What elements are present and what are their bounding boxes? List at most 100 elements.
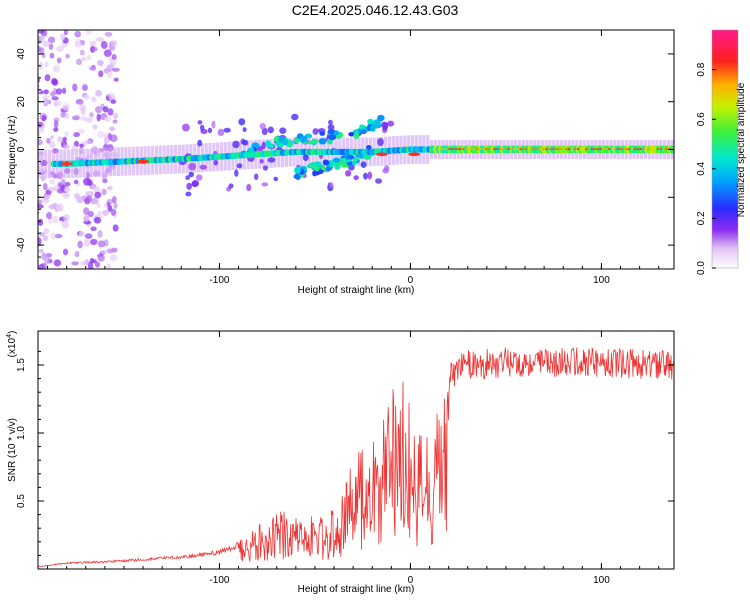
heatmap-peak-cell <box>599 148 602 150</box>
heatmap-peak-cell <box>596 148 599 150</box>
heatmap-noise-cell <box>49 52 55 59</box>
heatmap-peak-cell <box>482 148 485 150</box>
heatmap-noise-cell <box>41 196 50 204</box>
bottom-y-tick-label: 0.5 <box>16 494 27 508</box>
heatmap-peak-cell <box>602 148 605 150</box>
heatmap-noise-cell <box>27 264 32 271</box>
heatmap-branch-cell <box>304 133 313 139</box>
heatmap-peak-cell <box>496 148 499 150</box>
heatmap-noise-cell <box>86 54 92 61</box>
heatmap-noise-cell <box>107 108 114 116</box>
heatmap-scatter-cell <box>259 159 264 164</box>
heatmap-noise-cell <box>62 248 69 256</box>
heatmap-noise-cell <box>63 30 68 36</box>
bottom-y-tick-label: 1.5 <box>16 358 27 372</box>
heatmap-noise-cell <box>28 173 35 177</box>
heatmap-branch-cell <box>308 162 316 169</box>
heatmap-noise-cell <box>33 185 37 192</box>
heatmap-noise-cell <box>27 30 35 34</box>
heatmap-peak-cell <box>653 148 657 150</box>
heatmap-noise-cell <box>74 250 80 258</box>
heatmap-branch-cell <box>340 161 348 168</box>
heatmap-peak-cell <box>470 148 473 150</box>
heatmap-noise-cell <box>112 224 119 232</box>
colorbar-tick-label: 0.8 <box>696 62 707 76</box>
heatmap-peak-cell <box>510 148 513 150</box>
heatmap-noise-cell <box>53 259 62 267</box>
heatmap-noise-cell <box>92 124 98 130</box>
heatmap-peak-cell <box>588 148 591 150</box>
heatmap-noise-cell <box>56 188 65 194</box>
heatmap-noise-cell <box>90 238 98 246</box>
heatmap-scatter-cell <box>246 183 252 192</box>
heatmap-scatter-cell <box>360 161 367 168</box>
heatmap-peak-cell <box>656 148 660 150</box>
heatmap-noise-cell <box>62 87 67 94</box>
heatmap-peak-cell <box>570 148 574 150</box>
heatmap-noise-cell <box>62 136 67 142</box>
snr-series-line <box>38 347 674 568</box>
heatmap-noise-cell <box>48 186 57 192</box>
heatmap-noise-cell <box>49 135 55 140</box>
heatmap-branch-cell <box>314 165 320 172</box>
heatmap-branch-cell <box>348 131 355 137</box>
heatmap-noise-cell <box>42 95 50 100</box>
heatmap-noise-cell <box>47 36 56 44</box>
heatmap-branch-cell <box>346 154 355 160</box>
bottom-y-axis-label: SNR (10 * v/v) <box>7 418 18 482</box>
colorbar-ticks: 0.0 0.2 0.4 0.6 0.8 <box>696 62 716 275</box>
heatmap-noise-cell <box>74 41 82 48</box>
heatmap-halo-cell <box>47 149 52 179</box>
heatmap-noise-cell <box>102 106 109 113</box>
heatmap-noise-cell <box>90 226 97 232</box>
heatmap-peak-cell <box>553 148 556 150</box>
bottom-plot-frame <box>37 330 675 570</box>
heatmap-noise-cell <box>45 253 53 258</box>
heatmap-noise-cell <box>30 162 37 168</box>
heatmap-scatter-cell <box>211 120 216 129</box>
heatmap-noise-cell <box>56 203 64 212</box>
heatmap-noise-cell <box>106 263 111 269</box>
heatmap-noise-cell <box>42 97 50 106</box>
heatmap-noise-cell <box>94 191 102 199</box>
heatmap-noise-cell <box>110 60 117 65</box>
heatmap-noise-cell <box>73 179 79 185</box>
heatmap-noise-cell <box>71 261 79 266</box>
heatmap-noise-cell <box>79 49 85 56</box>
heatmap-noise-cell <box>31 102 36 110</box>
heatmap-noise-cell <box>97 230 103 238</box>
heatmap-scatter-cell <box>312 128 319 135</box>
heatmap-noise-cell <box>93 216 102 224</box>
heatmap-peak-cell <box>619 148 622 150</box>
heatmap-noise-cell <box>30 168 37 172</box>
heatmap-noise-cell <box>97 59 104 67</box>
heatmap-scatter-cell <box>185 191 192 197</box>
heatmap-halo-cell <box>38 149 40 179</box>
heatmap-branch-cell <box>312 170 318 177</box>
heatmap-halo-cell <box>40 149 44 179</box>
heatmap-noise-cell <box>85 30 92 36</box>
top-axis-ticks: -100 0 100 40 20 0 -20 -40 <box>16 29 674 286</box>
heatmap-noise-cell <box>44 61 49 68</box>
heatmap-peak-cell <box>453 148 456 150</box>
heatmap-noise-cell <box>30 134 34 139</box>
heatmap-peak-cell <box>631 148 634 150</box>
heatmap-noise-cell <box>106 71 113 79</box>
heatmap-noise-cell <box>98 70 104 78</box>
heatmap-noise-cell <box>111 54 117 60</box>
heatmap-noise-cell <box>42 182 48 191</box>
heatmap-noise-cell <box>25 34 32 41</box>
heatmap-scatter-cell <box>261 182 269 187</box>
heatmap-noise-cell <box>109 254 118 262</box>
heatmap-branch-cell <box>322 159 330 166</box>
heatmap-noise-cell <box>28 98 32 105</box>
heatmap-noise-cell <box>31 185 35 190</box>
heatmap-peak-cell <box>662 148 665 150</box>
heatmap-noise-cell <box>57 136 63 142</box>
heatmap-noise-cell <box>42 40 50 47</box>
heatmap-noise-cell <box>81 56 87 62</box>
heatmap-branch-cell <box>377 114 385 122</box>
heatmap-noise-cell <box>110 40 118 47</box>
heatmap-branch-cell <box>328 134 337 141</box>
heatmap-noise-cell <box>27 87 32 95</box>
